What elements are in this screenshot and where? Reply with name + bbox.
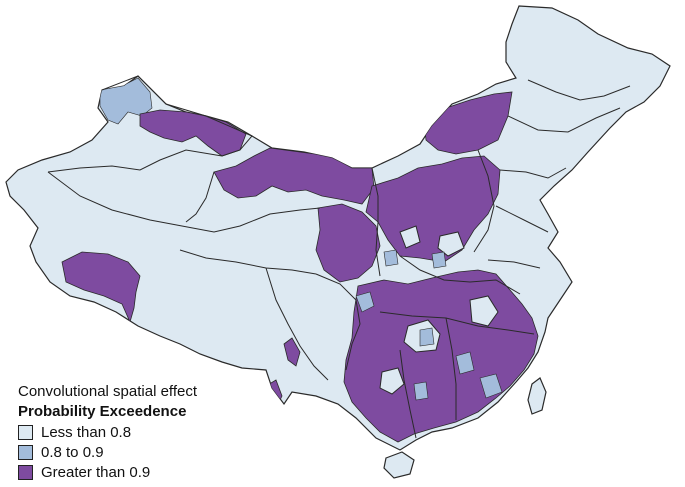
region-mid-spot-4 <box>479 373 503 399</box>
map-legend: Convolutional spatial effect Probability… <box>18 382 197 482</box>
region-mid-spot-2 <box>419 327 435 347</box>
region-mid-spot-1 <box>355 291 375 313</box>
region-gansu-nm-high <box>213 147 375 205</box>
boundary-line <box>487 259 541 269</box>
region-north-china-high <box>365 155 501 263</box>
boundary-line <box>185 171 215 223</box>
legend-subtitle: Convolutional spatial effect <box>18 383 198 400</box>
region-nm-east-high <box>423 91 513 155</box>
boundary-line <box>495 205 549 233</box>
region-mid-spot-3 <box>455 351 475 375</box>
legend-label-low: Less than 0.8 <box>41 423 132 441</box>
region-middle-belt-high <box>343 269 539 443</box>
island-taiwan <box>527 377 547 415</box>
boundary-line <box>399 255 521 295</box>
province-boundaries <box>47 75 631 439</box>
legend-swatch-low <box>18 424 33 440</box>
boundary-line <box>399 349 417 439</box>
boundary-line <box>371 167 381 277</box>
boundary-line <box>507 107 621 133</box>
legend-item-high: Greater than 0.9 <box>18 462 197 482</box>
category-regions <box>61 77 539 443</box>
island-hainan <box>383 451 415 479</box>
region-low-hole-2 <box>469 295 499 327</box>
legend-label-mid: 0.8 to 0.9 <box>41 443 104 461</box>
boundary-line <box>47 75 253 173</box>
boundary-line <box>499 167 567 179</box>
region-tibet-west-high <box>61 251 141 324</box>
boundary-line <box>445 317 457 420</box>
region-low-hole-5 <box>399 225 421 249</box>
region-low-hole-4 <box>437 231 465 257</box>
legend-label-high: Greater than 0.9 <box>41 463 151 481</box>
boundary-line <box>47 171 321 233</box>
boundary-line <box>315 273 361 371</box>
region-mid-spot-5 <box>383 249 399 267</box>
legend-swatch-mid <box>18 444 33 460</box>
boundary-line <box>179 249 317 275</box>
region-mid-spot-7 <box>431 251 447 269</box>
legend-title: Probability Exceedence <box>18 403 187 420</box>
region-central-west-high <box>315 203 381 283</box>
legend-item-low: Less than 0.8 <box>18 422 197 442</box>
boundary-line <box>473 149 495 253</box>
boundary-line <box>527 79 631 101</box>
region-sichuan-west-high <box>283 337 301 367</box>
boundary-line <box>265 267 329 381</box>
region-low-hole-3 <box>379 367 405 395</box>
legend-swatch-high <box>18 464 33 480</box>
region-mid-spot-6 <box>413 381 429 401</box>
legend-item-mid: 0.8 to 0.9 <box>18 442 197 462</box>
boundary-line <box>379 311 535 335</box>
